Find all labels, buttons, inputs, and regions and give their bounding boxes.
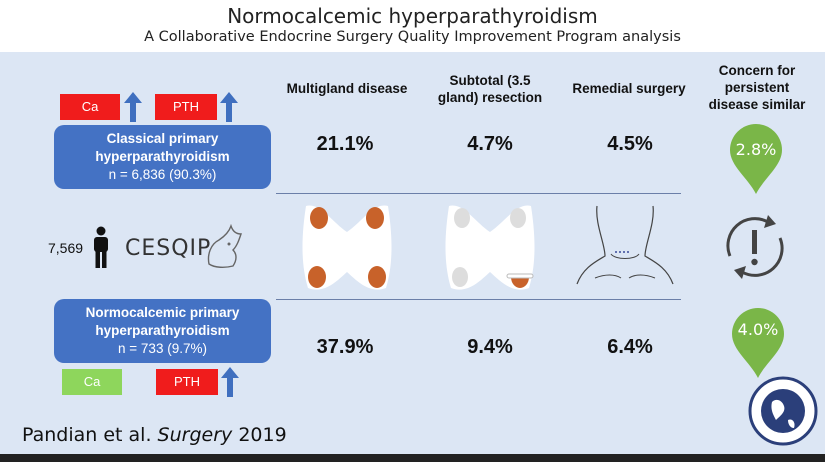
header-concern-line2: persistent: [724, 80, 790, 95]
neck-scar-icon: [576, 205, 674, 285]
normocalcemic-remedial-stat: 6.4%: [607, 336, 653, 358]
cohort-count: 7,569: [48, 240, 84, 256]
cesqip-mascot-icon: [207, 224, 242, 269]
normocalcemic-line1: Normocalcemic primary: [85, 305, 240, 320]
header-subtotal: Subtotal (3.5 gland) resection: [425, 72, 555, 106]
calcium-normal-box: Ca: [62, 369, 122, 395]
citation-journal: Surgery: [157, 424, 233, 446]
location-drop-icon: [730, 124, 782, 194]
header-subtotal-line2: gland) resection: [437, 90, 543, 105]
main-panel: [0, 52, 825, 454]
thyroid-multigland-icon: [302, 205, 392, 290]
classical-persistent-stat: 2.8%: [735, 140, 777, 159]
thyroid-subtotal-icon: [445, 205, 535, 290]
normocalcemic-subtotal-stat: 9.4%: [467, 336, 513, 358]
header-concern-line1: Concern for: [718, 63, 796, 78]
cesqip-logo: CESQIP: [125, 236, 212, 261]
location-drop-icon: [732, 308, 784, 378]
page-title: Normocalcemic hyperparathyroidism: [227, 4, 598, 28]
calcium-high-box: Ca: [60, 94, 120, 120]
citation: Pandian et al. Surgery 2019: [22, 424, 287, 446]
header-subtotal-line1: Subtotal (3.5: [449, 73, 531, 88]
classical-subtotal-stat: 4.7%: [467, 133, 513, 155]
header-concern-line3: disease similar: [708, 97, 806, 112]
header-concern: Concern for persistent disease similar: [702, 62, 812, 113]
normocalcemic-n: n = 733 (9.7%): [118, 341, 207, 356]
classical-remedial-stat: 4.5%: [607, 133, 653, 155]
header-remedial: Remedial surgery: [572, 81, 686, 96]
classical-line2: hyperparathyroidism: [95, 149, 230, 164]
classical-line1: Classical primary: [106, 131, 219, 146]
header: Normocalcemic hyperparathyroidism A Coll…: [0, 0, 825, 52]
header-multigland: Multigland disease: [286, 81, 408, 96]
normocalcemic-line2: hyperparathyroidism: [95, 323, 230, 338]
pth-high-box: PTH: [155, 94, 217, 120]
classical-phpt-box: Classical primary hyperparathyroidism n …: [54, 125, 271, 189]
classical-n: n = 6,836 (90.3%): [108, 167, 217, 182]
normocalcemic-phpt-box: Normocalcemic primary hyperparathyroidis…: [54, 299, 271, 363]
bottom-bar: [0, 454, 825, 462]
up-arrow-icon: [220, 92, 238, 122]
page-subtitle: A Collaborative Endocrine Surgery Qualit…: [144, 29, 681, 45]
normocalcemic-multigland-stat: 37.9%: [316, 336, 374, 358]
pth-high-box: PTH: [156, 369, 218, 395]
classical-multigland-stat: 21.1%: [316, 133, 374, 155]
aaes-seal-icon: [748, 376, 818, 446]
divider-top: [276, 193, 681, 194]
citation-authors: Pandian et al.: [22, 424, 158, 446]
cycle-exclamation-icon: [726, 215, 784, 279]
divider-bottom: [276, 299, 681, 300]
person-icon: [94, 226, 108, 268]
citation-year: 2019: [232, 424, 287, 446]
up-arrow-icon: [221, 367, 239, 397]
normocalcemic-persistent-stat: 4.0%: [737, 320, 779, 339]
up-arrow-icon: [124, 92, 142, 122]
